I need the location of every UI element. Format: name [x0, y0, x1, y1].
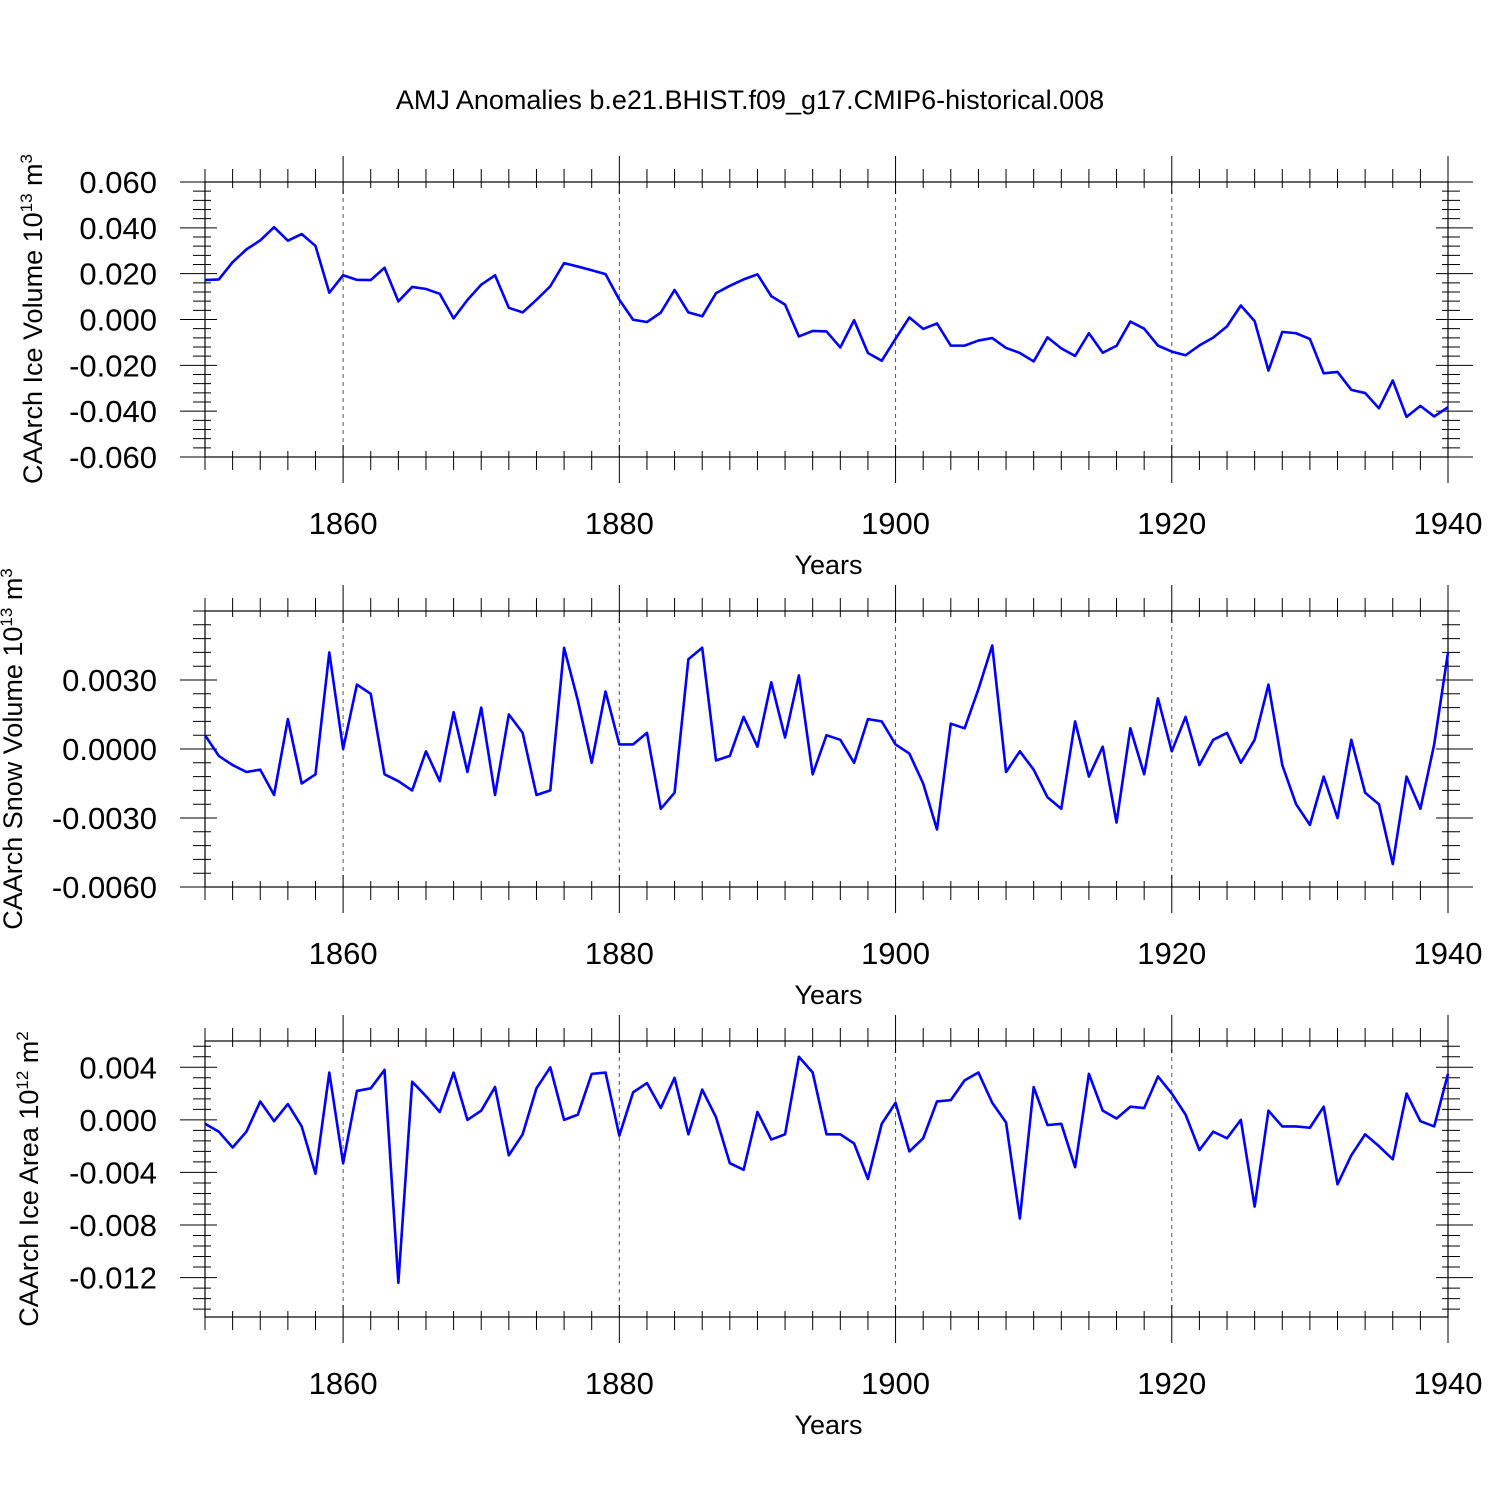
x-tick-label: 1920 — [1137, 936, 1206, 971]
x-tick-label: 1880 — [585, 506, 654, 541]
y-axis-label-unit-exponent: 3 — [0, 568, 16, 577]
x-tick-label: 1940 — [1414, 1366, 1483, 1401]
y-tick-label: 0.0030 — [62, 663, 157, 698]
y-tick-label: -0.0060 — [52, 870, 157, 905]
x-tick-label: 1940 — [1414, 936, 1483, 971]
x-tick-label: 1900 — [861, 936, 930, 971]
x-tick-label: 1900 — [861, 1366, 930, 1401]
y-axis-label-main: CAArch Snow Volume 10 — [0, 627, 28, 930]
x-tick-label: 1900 — [861, 506, 930, 541]
y-axis-label-unit: m — [14, 1041, 44, 1071]
chart-ice-volume: 1860 1880 1900 1920 1940 Years 0.060 0.040 0.020… — [17, 154, 1482, 580]
chart-ice-area: 1860 1880 1900 1920 1940 Years 0.004 0.000 -0.00… — [13, 1015, 1482, 1440]
plot-frame — [204, 1040, 1449, 1318]
y-axis-label-exponent: 13 — [17, 193, 36, 212]
y-axis-label: CAArch Ice Area 1012 m2 — [13, 1031, 44, 1327]
y-tick-label: -0.004 — [69, 1155, 157, 1190]
y-axis-label: CAArch Ice Volume 1013 m3 — [17, 154, 48, 484]
chart-snow-volume: 1860 1880 1900 1920 1940 Years 0.0030 0.0000 -0.… — [0, 568, 1482, 1010]
y-tick-label: -0.008 — [69, 1208, 157, 1243]
series-line-snow-volume — [203, 644, 1450, 866]
y-tick-label: 0.060 — [79, 165, 157, 200]
x-tick-label: 1860 — [309, 936, 378, 971]
panels: 1860 1880 1900 1920 1940 Years 0.060 0.040 0.020… — [0, 154, 1482, 1440]
y-axis-label-exponent: 12 — [13, 1071, 32, 1090]
x-tick-label: 1880 — [585, 936, 654, 971]
y-tick-label: -0.040 — [69, 394, 157, 429]
y-tick-label: -0.012 — [69, 1261, 157, 1296]
x-tick-label: 1860 — [309, 506, 378, 541]
y-axis-label-unit-exponent: 2 — [13, 1031, 32, 1040]
y-tick-label: 0.040 — [79, 211, 157, 246]
y-tick-label: 0.004 — [79, 1050, 157, 1085]
y-tick-label: -0.0030 — [52, 801, 157, 836]
figure-title: AMJ Anomalies b.e21.BHIST.f09_g17.CMIP6-… — [396, 85, 1104, 115]
series-line-ice-volume — [204, 225, 1449, 419]
x-tick-label: 1920 — [1137, 506, 1206, 541]
y-axis-label-unit: m — [0, 578, 28, 608]
y-axis-label-main: CAArch Ice Volume 10 — [18, 212, 48, 484]
y-tick-label: -0.060 — [69, 440, 157, 475]
y-tick-label: 0.020 — [79, 257, 157, 292]
y-axis-label-unit-exponent: 3 — [17, 154, 36, 163]
y-tick-label: -0.020 — [69, 348, 157, 383]
y-tick-label: 0.000 — [79, 303, 157, 338]
x-tick-label: 1940 — [1414, 506, 1483, 541]
x-tick-label: 1920 — [1137, 1366, 1206, 1401]
y-axis-label-main: CAArch Ice Area 10 — [14, 1090, 44, 1327]
y-axis-label-unit: m — [18, 163, 48, 193]
y-axis-label-exponent: 13 — [0, 608, 16, 627]
y-axis-label: CAArch Snow Volume 1013 m3 — [0, 568, 28, 930]
series-line-ice-area — [204, 1055, 1450, 1285]
x-tick-label: 1860 — [309, 1366, 378, 1401]
x-axis-label: Years — [794, 1410, 862, 1440]
plot-frame — [204, 181, 1449, 458]
y-tick-label: 0.000 — [79, 1103, 157, 1138]
x-tick-label: 1880 — [585, 1366, 654, 1401]
y-tick-label: 0.0000 — [62, 732, 157, 767]
x-axis-label: Years — [794, 980, 862, 1010]
x-axis-label: Years — [794, 550, 862, 580]
plot-frame — [204, 610, 1449, 888]
